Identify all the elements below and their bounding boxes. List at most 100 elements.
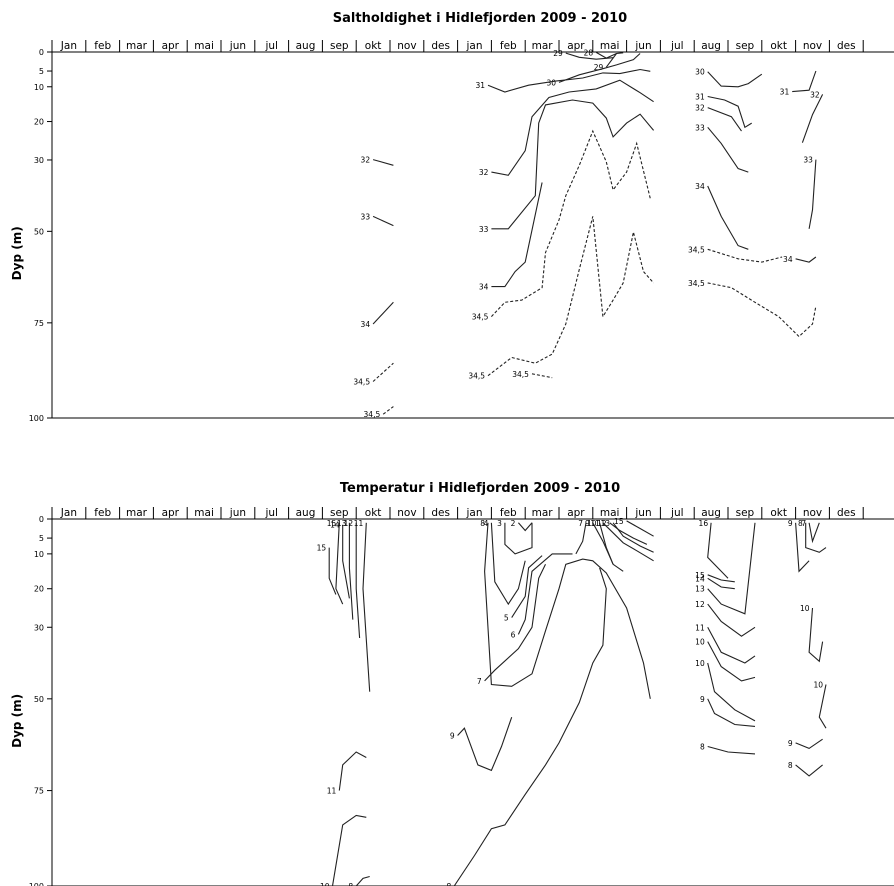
chart-title: Saltholdighet i Hidlefjorden 2009 - 2010: [333, 11, 627, 26]
isoline-label: 10: [695, 638, 705, 647]
month-label: mai: [600, 507, 620, 519]
isoline-31: [792, 70, 817, 93]
depth-tick-label: 10: [34, 550, 44, 559]
depth-tick-label: 30: [34, 623, 44, 632]
isoline-label: 9: [788, 739, 793, 748]
month-label: nov: [397, 507, 416, 519]
depth-tick-label: 0: [39, 48, 44, 57]
month-label: mar: [126, 507, 148, 519]
isoline-32: [372, 159, 394, 166]
isoline-9: [795, 522, 810, 573]
isoline-11: [338, 751, 367, 791]
depth-tick-label: 20: [34, 118, 44, 127]
month-label: apr: [162, 40, 180, 52]
isoline-33: [372, 215, 394, 227]
isoline-16: [707, 522, 729, 579]
isoline-label: 7: [578, 519, 583, 528]
isoline-7: [808, 522, 820, 544]
isoline-label: 11: [590, 519, 600, 528]
isoline-label: 3: [497, 519, 502, 528]
isoline-29: [565, 52, 614, 60]
isoline-13: [348, 522, 354, 620]
month-label: mar: [532, 40, 554, 52]
isoline-34-5: [531, 373, 553, 379]
month-label: sep: [736, 40, 755, 52]
month-label: mai: [194, 40, 214, 52]
isoline-31: [487, 68, 651, 93]
depth-tick-label: 100: [29, 882, 44, 886]
isoline-label: 34,5: [353, 377, 370, 386]
isoline-13: [707, 522, 756, 615]
isoline-label: 7: [801, 519, 806, 528]
month-label: Jan: [60, 507, 77, 519]
isoline-32: [707, 107, 742, 132]
isoline-28: [595, 51, 617, 59]
month-label: mar: [126, 40, 148, 52]
month-label: mar: [532, 507, 554, 519]
isoline-label: 11: [695, 623, 705, 632]
isoline-label: 13: [337, 519, 347, 528]
isoline-label: 13: [695, 585, 705, 594]
isoline-label: 34,5: [688, 279, 705, 288]
isoline-10: [707, 641, 756, 682]
isoline-8: [707, 745, 756, 755]
isoline-10: [808, 607, 824, 663]
isoline-34-5: [707, 248, 783, 263]
isoline-label: 32: [695, 104, 705, 113]
isoline-label: 13: [601, 519, 611, 528]
month-label: nov: [803, 40, 822, 52]
isoline-34-5: [491, 129, 651, 317]
isoline-label: 33: [361, 212, 371, 221]
isoline-8: [453, 567, 607, 886]
isoline-label: 28: [584, 48, 594, 57]
isoline-15: [328, 547, 337, 595]
isoline-7: [484, 564, 546, 682]
isoline-11: [362, 522, 371, 692]
isoline-30: [558, 53, 641, 83]
isoline-15: [626, 520, 654, 537]
depth-tick-label: 5: [39, 534, 44, 543]
isoline-34: [491, 182, 543, 288]
depth-tick-label: 10: [34, 83, 44, 92]
isoline-29: [605, 52, 624, 68]
isoline-9: [592, 522, 624, 572]
isoline-label: 9: [700, 695, 705, 704]
isoline-label: 11: [354, 519, 364, 528]
isoline-34: [795, 256, 817, 263]
month-label: aug: [701, 40, 721, 52]
isoline-10: [818, 684, 827, 729]
isoline-label: 34,5: [364, 410, 381, 419]
isoline-label: 6: [511, 630, 516, 639]
month-label: aug: [296, 40, 316, 52]
isoline-7: [575, 522, 587, 555]
isoline-label: 32: [361, 156, 371, 165]
isoline-14: [342, 524, 350, 599]
isoline-4: [490, 522, 526, 606]
isoline-32: [491, 79, 654, 176]
month-label: des: [431, 507, 450, 519]
month-label: apr: [162, 507, 180, 519]
isoline-9: [795, 738, 823, 750]
isoline-label: 15: [695, 571, 705, 580]
isoline-label: 15: [317, 544, 327, 553]
isoline-3: [504, 522, 533, 555]
isoline-10: [599, 522, 614, 565]
isoline-12: [609, 522, 648, 545]
isoline-9: [457, 717, 513, 772]
isoline-label: 5: [504, 614, 509, 623]
isoline-label: 10: [587, 519, 597, 528]
month-label: sep: [330, 507, 349, 519]
isoline-label: 2: [511, 519, 516, 528]
isoline-34-5: [487, 216, 655, 377]
month-label: jun: [634, 507, 651, 519]
chart-panel-2: Temperatur i Hidlefjorden 2009 - 2010 Jan…: [10, 481, 894, 886]
isoline-11: [707, 627, 756, 664]
isoline-label: 29: [553, 49, 563, 58]
isoline-8: [484, 522, 651, 699]
isoline-label: 8: [348, 882, 353, 886]
isoline-label: 34: [479, 283, 489, 292]
isoline-label: 14: [330, 521, 340, 530]
isoline-label: 34,5: [512, 370, 529, 379]
month-label: jul: [264, 507, 278, 519]
